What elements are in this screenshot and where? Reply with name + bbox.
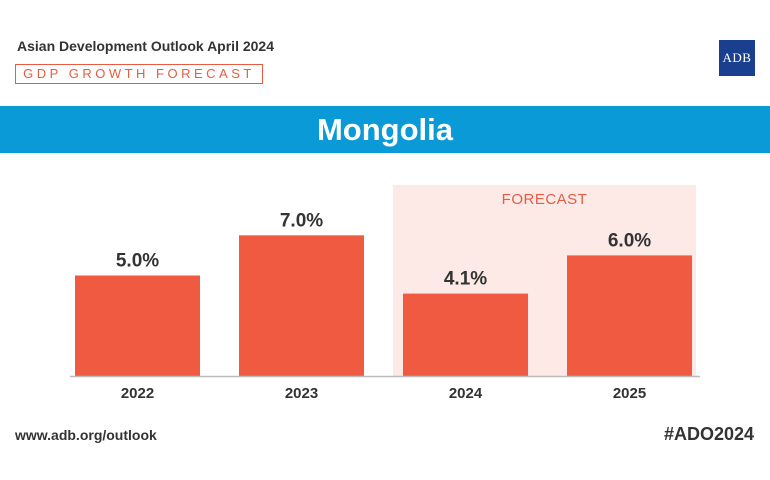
category-label-2023: 2023: [285, 385, 318, 402]
footer-hashtag: #ADO2024: [663, 424, 754, 444]
value-label-2024: 4.1%: [444, 269, 487, 290]
bar-2023: [239, 235, 364, 376]
bar-2025: [567, 255, 692, 376]
adb-logo: ADB: [719, 40, 755, 76]
bar-2022: [75, 275, 200, 376]
category-label-2025: 2025: [613, 385, 646, 402]
value-label-2025: 6.0%: [608, 230, 651, 251]
forecast-label: FORECAST: [502, 191, 588, 208]
category-label-2022: 2022: [121, 385, 154, 402]
gdp-forecast-tag-text: GDP GROWTH FORECAST: [23, 66, 255, 81]
category-label-2024: 2024: [449, 385, 483, 402]
bar-2024: [403, 293, 528, 376]
country-title: Mongolia: [316, 112, 454, 147]
value-label-2022: 5.0%: [116, 251, 159, 272]
gdp-forecast-tag: GDP GROWTH FORECAST: [15, 64, 263, 84]
country-banner: Mongolia: [0, 106, 770, 153]
report-title: Asian Development Outlook April 2024: [17, 38, 274, 54]
footer-url[interactable]: www.adb.org/outlook: [15, 427, 157, 443]
value-label-2023: 7.0%: [280, 210, 323, 231]
